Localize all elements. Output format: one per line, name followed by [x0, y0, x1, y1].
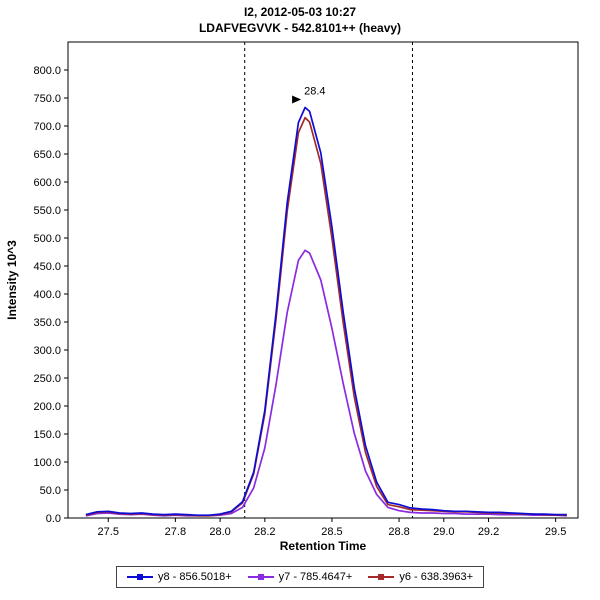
- legend-box: y8 - 856.5018+ y7 - 785.4647+ y6 - 638.3…: [115, 566, 485, 589]
- plot-border: [67, 41, 579, 519]
- y-tick-label: 150.0: [33, 429, 61, 441]
- y-tick-label: 450.0: [33, 261, 61, 273]
- legend-label-y6: y6 - 638.3963+: [399, 571, 474, 584]
- y-tick-label: 50.0: [40, 485, 61, 497]
- y-tick-label: 300.0: [33, 345, 61, 357]
- y-axis-title: Intensity 10^3: [5, 240, 19, 320]
- y-tick-label: 200.0: [33, 401, 61, 413]
- series-trace-y8: [85, 106, 567, 517]
- chromatogram-plot-area[interactable]: 0.0 50.0 100.0 150.0 200.0 250.0 300.0 350.0 400…: [0, 36, 600, 558]
- legend-label-y8: y8 - 856.5018+: [157, 571, 232, 584]
- y-tick-label: 600.0: [33, 177, 61, 189]
- y-tick-label: 250.0: [33, 373, 61, 385]
- series-marker-y6-icon: [368, 573, 395, 582]
- legend-item-y8: y8 - 856.5018+: [126, 571, 232, 584]
- chart-title: I2, 2012-05-03 10:27: [243, 5, 357, 19]
- legend-item-y7: y7 - 785.4647+: [247, 571, 353, 584]
- x-tick-label: 28.5: [321, 526, 342, 538]
- x-tick-label: 27.5: [98, 526, 119, 538]
- x-tick-label: 28.0: [209, 526, 230, 538]
- y-tick-label: 750.0: [33, 93, 61, 105]
- x-tick-label: 28.8: [388, 526, 409, 538]
- chart-subtitle: LDAFVEGVVK - 542.8101++ (heavy): [198, 20, 402, 35]
- chart-header: I2, 2012-05-03 10:27 LDAFVEGVVK - 542.81…: [0, 0, 600, 36]
- y-tick-label: 400.0: [33, 289, 61, 301]
- y-tick-label: 800.0: [33, 65, 61, 77]
- y-tick-label: 100.0: [33, 457, 61, 469]
- x-tick-label: 29.5: [545, 526, 566, 538]
- y-tick-label: 700.0: [33, 121, 61, 133]
- x-tick-label: 28.2: [254, 526, 275, 538]
- y-tick-label: 500.0: [33, 233, 61, 245]
- y-tick-label: 550.0: [33, 205, 61, 217]
- x-tick-label: 29.0: [433, 526, 454, 538]
- legend: y8 - 856.5018+ y7 - 785.4647+ y6 - 638.3…: [0, 566, 600, 589]
- legend-label-y7: y7 - 785.4647+: [278, 571, 353, 584]
- series-marker-y8-icon: [126, 573, 153, 582]
- series-marker-y7-icon: [247, 573, 274, 582]
- y-tick-label: 650.0: [33, 149, 61, 161]
- peak-retention-time-label: 28.4: [304, 86, 325, 98]
- legend-item-y6: y6 - 638.3963+: [368, 571, 473, 583]
- y-tick-label: 0.0: [46, 513, 61, 525]
- x-axis-title: Retention Time: [280, 539, 367, 553]
- x-tick-label: 27.8: [165, 526, 186, 538]
- y-tick-label: 350.0: [33, 317, 61, 329]
- peak-arrow-icon: [292, 95, 302, 104]
- x-tick-label: 29.2: [478, 526, 499, 538]
